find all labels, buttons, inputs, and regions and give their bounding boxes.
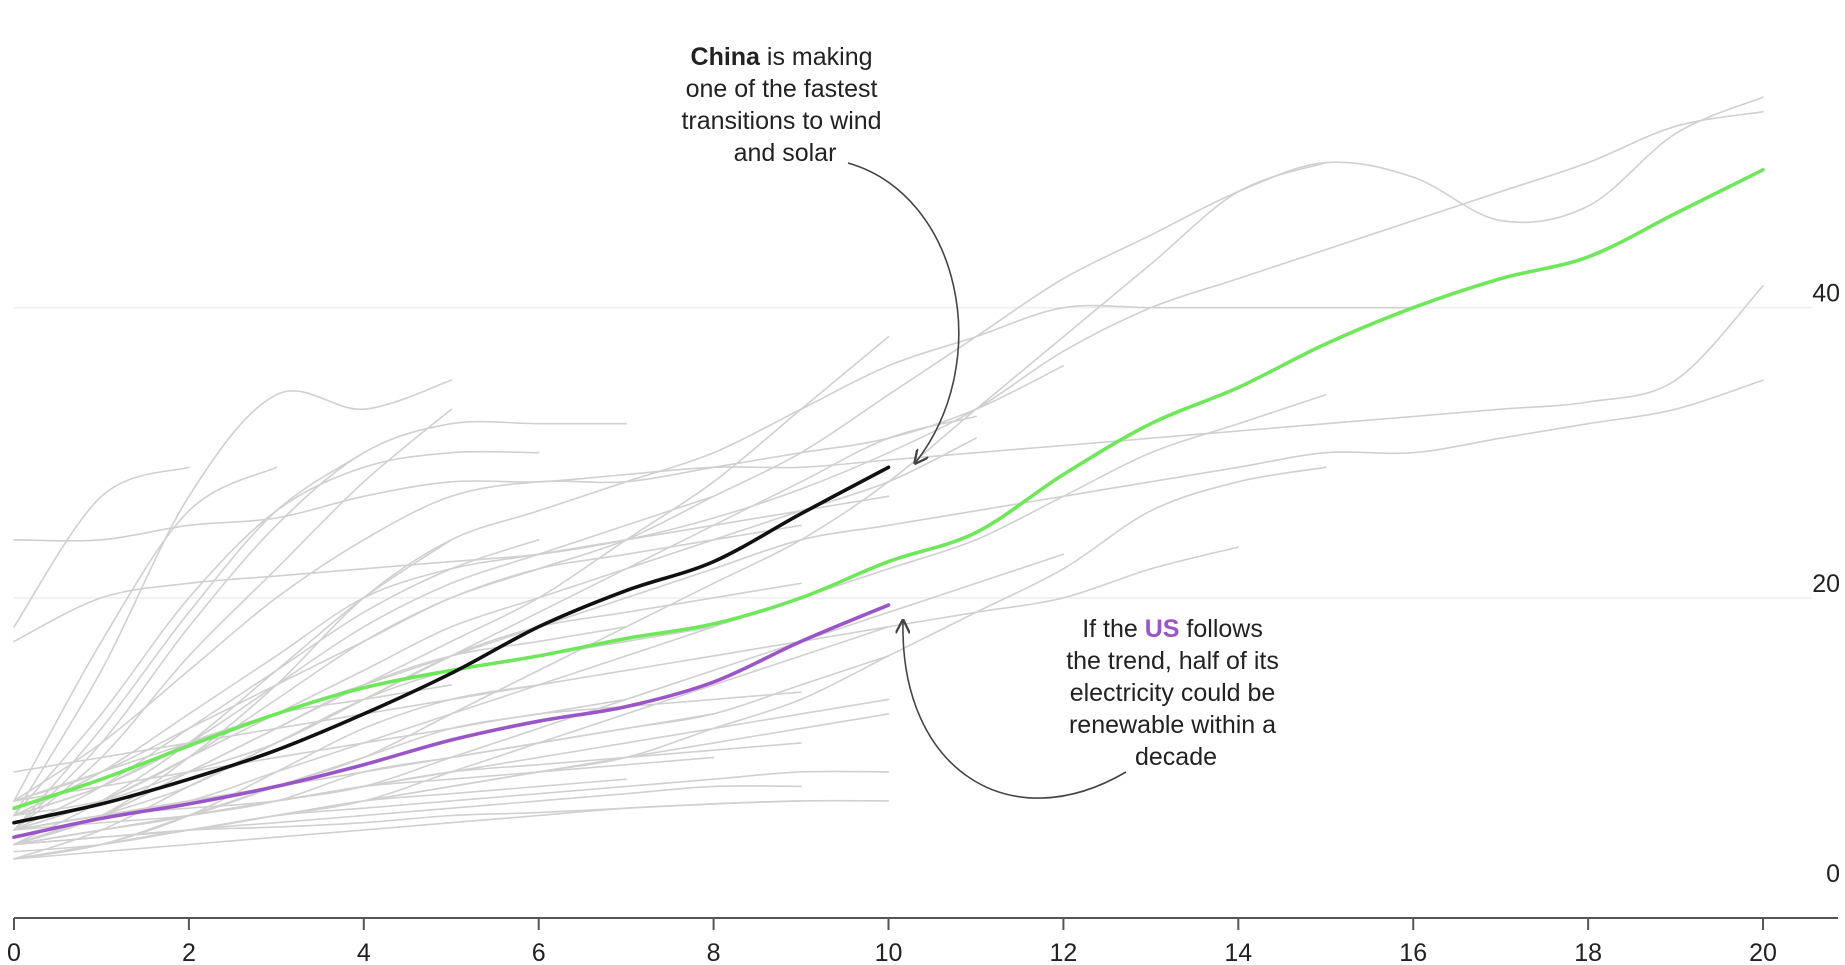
us-annotation-highlight: US — [1145, 615, 1180, 643]
background-country-line — [13, 546, 1240, 773]
us-annotation-arrow — [903, 622, 1127, 799]
x-tick-label: 12 — [1050, 939, 1078, 965]
background-country-line — [13, 420, 627, 831]
background-country-line — [13, 408, 453, 831]
grid-lines — [14, 306, 1812, 599]
x-tick-label: 8 — [707, 939, 721, 965]
background-country-line — [13, 539, 453, 846]
x-tick-label: 18 — [1574, 939, 1602, 965]
background-country-line — [13, 742, 802, 831]
background-country-line — [13, 466, 278, 802]
background-country-line — [13, 778, 627, 846]
background-country-line — [13, 524, 802, 831]
y-tick-label: 20 — [1812, 570, 1840, 598]
x-tick-label: 0 — [7, 939, 21, 965]
background-country-line — [13, 304, 1414, 846]
background-series-group — [13, 96, 1764, 860]
y-tick-label: 40 — [1812, 280, 1840, 308]
x-tick-label: 16 — [1399, 939, 1427, 965]
x-axis: 0 2 4 6 8 10 12 14 16 18 20 — [7, 917, 1838, 965]
china-annotation-arrow — [847, 162, 960, 462]
china-annotation-highlight: China — [691, 43, 762, 71]
background-country-line — [13, 713, 715, 846]
china-line — [12, 465, 891, 825]
background-country-line — [13, 684, 453, 802]
x-tick-label: 10 — [875, 939, 903, 965]
y-tick-label: 0 — [1826, 860, 1840, 888]
background-country-line — [13, 111, 1764, 643]
background-country-line — [13, 415, 977, 817]
x-tick-label: 14 — [1224, 939, 1252, 965]
trend-line — [12, 168, 1765, 810]
background-country-line — [13, 393, 1327, 831]
us-line — [12, 603, 891, 839]
y-axis-ticks: 0 20 40 — [1812, 280, 1840, 888]
background-country-line — [13, 450, 540, 817]
background-country-line — [13, 785, 802, 860]
us-annotation: If the US follows the trend, half of its… — [1066, 615, 1286, 771]
x-tick-label: 2 — [182, 939, 196, 965]
highlight-series-group — [12, 168, 1765, 839]
background-country-line — [13, 800, 802, 846]
background-country-line — [13, 285, 1764, 542]
background-country-line — [13, 161, 1327, 846]
background-country-line — [13, 495, 715, 817]
background-country-line — [13, 691, 802, 802]
x-tick-label: 6 — [532, 939, 546, 965]
x-tick-label: 20 — [1749, 939, 1777, 965]
x-tick-label: 4 — [357, 939, 371, 965]
background-country-line — [13, 466, 190, 628]
background-country-line — [13, 96, 1764, 802]
background-country-line — [13, 379, 453, 817]
background-country-line — [13, 364, 1065, 802]
background-country-line — [13, 451, 365, 831]
background-country-line — [13, 684, 540, 860]
china-annotation: China is making one of the fastest trans… — [681, 43, 888, 167]
